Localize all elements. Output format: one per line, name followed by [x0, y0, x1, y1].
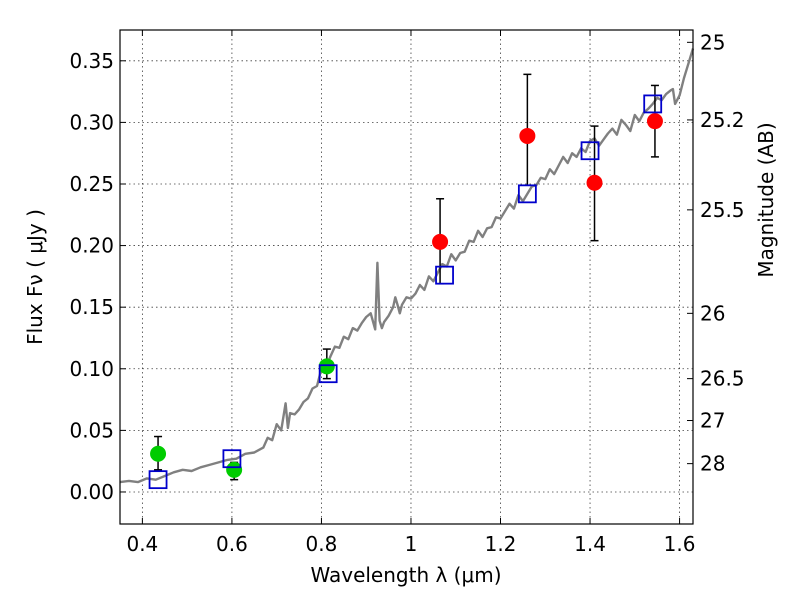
y-axis-label: Flux Fν ( μJy ) [23, 209, 47, 345]
y-tick-label: 0.15 [69, 295, 114, 319]
y-tick-label: 0.25 [69, 172, 114, 196]
right-tick-label: 26 [700, 301, 725, 325]
x-axis-label: Wavelength λ (μm) [310, 563, 501, 587]
model-spectrum-line [119, 48, 695, 484]
model-square [318, 364, 338, 384]
model-square [580, 141, 600, 161]
x-tick-label: 0.6 [216, 532, 248, 556]
red-point [519, 127, 536, 144]
plot-background [120, 30, 693, 524]
x-tick-label: 0.4 [126, 532, 158, 556]
green-point [226, 461, 243, 478]
green-point [318, 358, 335, 375]
right-tick-label: 25 [700, 30, 725, 54]
right-tick-label: 26.5 [700, 367, 745, 391]
right-tick-label: 25.2 [700, 108, 745, 132]
y-tick-label: 0.00 [69, 480, 114, 504]
red-point [586, 174, 603, 191]
data-layer [119, 48, 695, 490]
model-square [148, 470, 168, 490]
right-axis-label: Magnitude (AB) [754, 122, 778, 277]
plot-frame [119, 29, 694, 525]
model-square [517, 184, 537, 204]
y-tick-label: 0.30 [69, 110, 114, 134]
x-tick-label: 0.8 [306, 532, 338, 556]
red-point [432, 233, 449, 250]
y-tick-label: 0.20 [69, 234, 114, 258]
y-tick-label: 0.05 [69, 418, 114, 442]
model-square [643, 94, 663, 114]
green-point [150, 445, 167, 462]
model-square [435, 265, 454, 285]
y-tick-label: 0.10 [69, 357, 114, 381]
model-square [222, 449, 242, 469]
ticks: 0.4 0.6 0.8 1 1.2 1.4 1.6 0.00 0.05 0.10 0.15 0.20 0… [69, 30, 745, 556]
red-point [646, 113, 663, 130]
right-tick-label: 28 [700, 452, 725, 476]
x-tick-label: 1 [405, 532, 418, 556]
x-tick-label: 1.4 [574, 532, 606, 556]
y-tick-label: 0.35 [69, 49, 114, 73]
x-tick-label: 1.2 [485, 532, 517, 556]
right-tick-label: 25.5 [700, 198, 745, 222]
x-tick-label: 1.6 [664, 532, 696, 556]
right-tick-label: 27 [700, 409, 725, 433]
